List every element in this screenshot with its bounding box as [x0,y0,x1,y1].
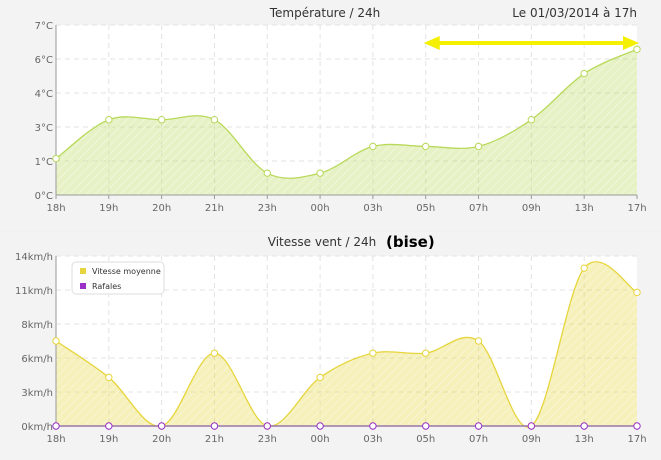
x-tick-label: 21h [205,203,224,214]
x-tick-label: 05h [416,203,435,214]
x-tick-label: 20h [152,203,171,214]
data-point[interactable] [474,422,483,430]
x-tick-label: 07h [469,434,488,445]
y-tick-label: 7°C [35,21,53,32]
x-tick-label: 18h [46,434,65,445]
data-point[interactable] [422,422,430,430]
data-point[interactable] [474,142,483,151]
data-point[interactable] [633,422,641,430]
x-tick-label: 17h [627,203,646,214]
temperature-chart-timestamp: Le 01/03/2014 à 17h [512,6,637,20]
y-tick-label: 14km/h [15,252,53,263]
x-tick-label: 05h [416,434,435,445]
data-point[interactable] [474,337,483,345]
data-point[interactable] [157,116,166,124]
data-point[interactable] [580,422,588,430]
data-point[interactable] [422,349,430,357]
wind-chart: 0km/h 3km/h 6km/h 8km/h 11km/h 14km/h 18h 19h 20… [0,232,661,460]
data-point[interactable] [316,373,324,382]
data-point[interactable] [580,69,588,78]
x-tick-label: 13h [575,203,594,214]
x-tick-label: 13h [575,434,594,445]
data-point[interactable] [105,373,113,382]
legend-swatch-vitesse-moyenne [80,268,86,274]
series-area-hatch-0 [56,261,637,428]
wind-chart-title: Vitesse vent / 24h [268,235,376,249]
data-point[interactable] [369,349,377,357]
legend-swatch-rafales [80,283,86,289]
data-point[interactable] [316,422,324,430]
y-tick-label: 0°C [35,191,53,202]
temperature-chart-title: Température / 24h [269,6,381,20]
data-point[interactable] [263,422,271,430]
data-point[interactable] [369,142,377,151]
y-tick-label: 6km/h [21,354,53,365]
series-line-0 [55,48,638,179]
wind-chart-title-note: (bise) [386,233,435,251]
x-tick-label: 21h [205,434,224,445]
legend-label-rafales: Rafales [92,282,121,291]
y-tick-label: 8km/h [21,320,53,331]
data-point[interactable] [210,349,219,357]
x-tick-label: 19h [99,203,118,214]
data-point[interactable] [210,116,219,124]
x-tick-label: 09h [522,434,541,445]
temperature-chart: 0°C 1°C 3°C 4°C 6°C 7°C 18h 19h 20h 21h 23h 00h 03h 0… [34,6,647,214]
y-tick-label: 1°C [35,157,53,168]
data-point[interactable] [210,422,219,430]
x-tick-label: 17h [627,434,646,445]
data-point[interactable] [633,288,641,297]
annotation-arrow-head-left [423,36,440,50]
y-tick-label: 0km/h [21,422,53,433]
legend-box [71,261,165,295]
annotation-arrow-head-right [623,36,639,50]
legend-label-vitesse-moyenne: Vitesse moyenne [92,267,161,276]
data-point[interactable] [105,116,113,124]
x-tick-label: 18h [46,203,65,214]
data-point[interactable] [316,169,324,177]
x-tick-label: 23h [258,203,277,214]
x-tick-label: 07h [469,203,488,214]
y-tick-label: 11km/h [15,286,53,297]
y-tick-label: 3km/h [21,388,53,399]
data-point[interactable] [52,154,60,163]
data-point[interactable] [633,45,641,53]
data-point[interactable] [527,422,536,430]
x-tick-label: 03h [363,434,382,445]
data-point[interactable] [52,337,60,345]
y-tick-label: 6°C [35,55,53,66]
data-point[interactable] [369,422,377,430]
data-point[interactable] [52,422,60,430]
x-tick-label: 00h [311,434,330,445]
data-point[interactable] [527,116,536,124]
wind-legend: Vitesse moyenne Rafales [71,261,165,295]
data-point[interactable] [580,264,588,272]
x-tick-label: 03h [363,203,382,214]
data-point[interactable] [263,169,271,177]
y-tick-label: 4°C [35,89,53,100]
y-tick-label: 3°C [35,123,53,134]
series-area-hatch-0 [56,49,637,196]
data-point[interactable] [105,422,113,430]
data-point[interactable] [157,422,166,430]
x-tick-label: 23h [258,434,277,445]
x-tick-label: 00h [311,203,330,214]
x-tick-label: 20h [152,434,171,445]
data-point[interactable] [422,142,430,151]
x-tick-label: 19h [99,434,118,445]
x-tick-label: 09h [522,203,541,214]
